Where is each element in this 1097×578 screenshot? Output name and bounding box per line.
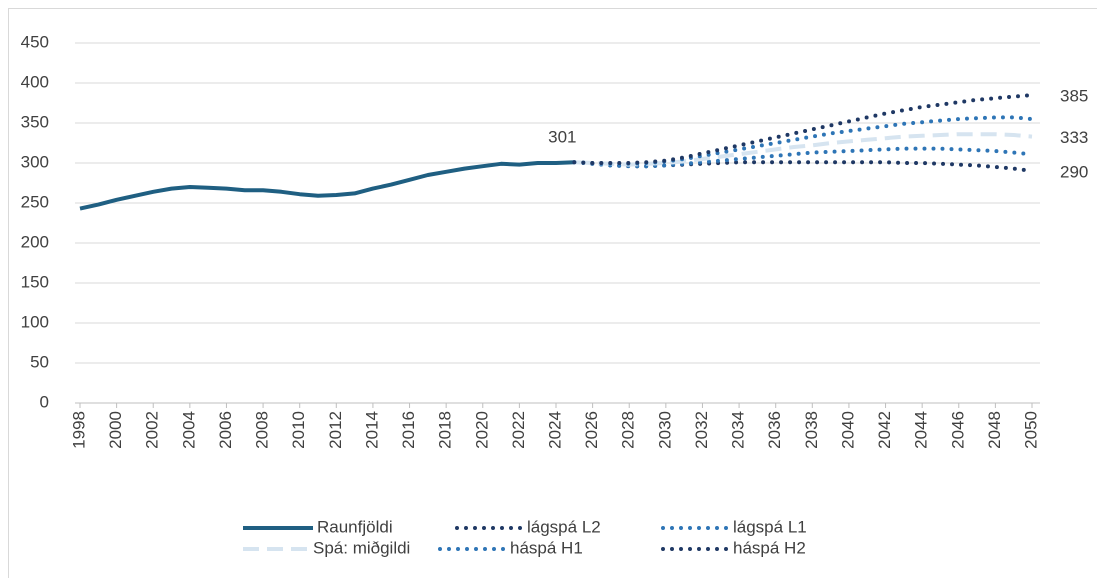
x-tick-label: 2004 xyxy=(179,411,198,449)
x-tick-label: 2008 xyxy=(253,411,272,449)
x-tick-label: 2044 xyxy=(912,411,931,449)
x-tick-label: 2020 xyxy=(472,411,491,449)
y-tick-label: 300 xyxy=(21,152,49,171)
y-tick-label: 400 xyxy=(21,72,49,91)
series-line xyxy=(572,160,1034,173)
data-label: 290 xyxy=(1060,162,1088,181)
data-label: 333 xyxy=(1060,128,1088,147)
legend-label: háspá H2 xyxy=(733,538,806,557)
legend-label: Raunfjöldi xyxy=(317,517,393,536)
y-tick-label: 100 xyxy=(21,312,49,331)
x-tick-label: 2032 xyxy=(692,411,711,449)
x-tick-label: 2038 xyxy=(802,411,821,449)
x-tick-label: 2000 xyxy=(106,411,125,449)
x-tick-label: 2024 xyxy=(545,411,564,449)
x-tick-label: 2022 xyxy=(509,411,528,449)
y-tick-label: 150 xyxy=(21,272,49,291)
x-tick-label: 2006 xyxy=(216,411,235,449)
legend-label: lágspá L1 xyxy=(733,517,807,536)
x-tick-label: 2028 xyxy=(619,411,638,449)
x-tick-label: 2036 xyxy=(765,411,784,449)
x-tick-label: 2014 xyxy=(362,411,381,449)
data-label: 385 xyxy=(1060,86,1088,105)
legend-label: Spá: miðgildi xyxy=(313,538,410,557)
series-line xyxy=(574,132,1033,167)
x-tick-label: 2042 xyxy=(875,411,894,449)
y-tick-label: 200 xyxy=(21,232,49,251)
x-tick-label: 2050 xyxy=(1021,411,1040,449)
data-label: 301 xyxy=(548,128,576,147)
x-tick-label: 2026 xyxy=(582,411,601,449)
y-tick-label: 50 xyxy=(30,352,49,371)
chart-border xyxy=(8,8,1097,578)
x-tick-label: 1998 xyxy=(69,411,88,449)
legend-label: háspá H1 xyxy=(510,538,583,557)
x-tick-label: 2046 xyxy=(948,411,967,449)
y-tick-label: 250 xyxy=(21,192,49,211)
x-tick-label: 2002 xyxy=(143,411,162,449)
x-tick-label: 2010 xyxy=(289,411,308,449)
series-line xyxy=(572,115,1034,166)
x-tick-label: 2030 xyxy=(655,411,674,449)
y-tick-label: 350 xyxy=(21,112,49,131)
series-line xyxy=(572,93,1034,165)
series-line xyxy=(79,160,575,211)
y-tick-label: 0 xyxy=(40,392,49,411)
legend-label: lágspá L2 xyxy=(527,517,601,536)
x-tick-label: 2034 xyxy=(729,411,748,449)
series-line xyxy=(572,146,1034,169)
y-tick-label: 450 xyxy=(21,32,49,51)
x-tick-label: 2016 xyxy=(399,411,418,449)
x-tick-label: 2012 xyxy=(326,411,345,449)
x-tick-label: 2018 xyxy=(436,411,455,449)
x-tick-label: 2040 xyxy=(838,411,857,449)
x-tick-label: 2048 xyxy=(985,411,1004,449)
